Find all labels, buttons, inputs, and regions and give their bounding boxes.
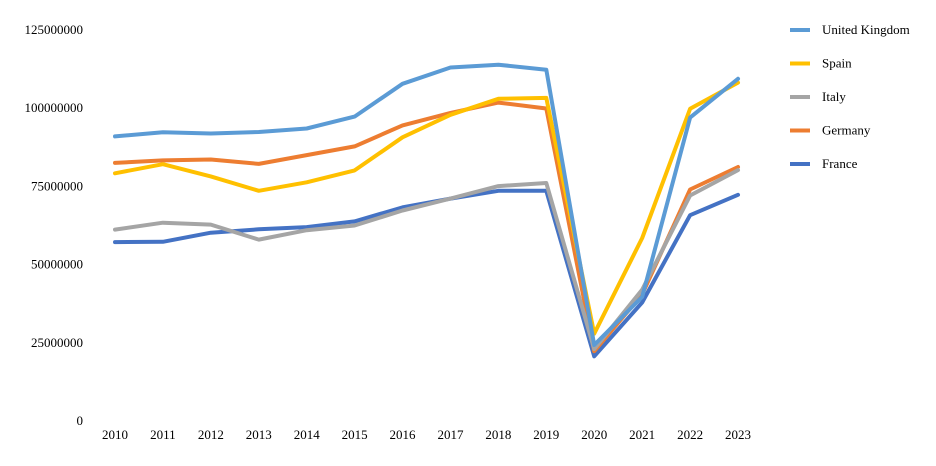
x-tick-label: 2023 [725,427,751,442]
x-axis: 2010 2011 2012 2013 2014 2015 2016 2017 2018 2019… [102,427,751,442]
series-line-france [113,188,740,359]
series-lines [113,62,740,359]
y-tick-label: 50000000 [31,257,83,272]
x-tick-label: 2011 [150,427,176,442]
legend-item-united-kingdom: United Kingdom [790,22,910,37]
series-line-united-kingdom [113,62,740,347]
x-tick-label: 2018 [485,427,511,442]
x-tick-label: 2020 [581,427,607,442]
y-axis: 0 25000000 50000000 75000000 100000000 125000… [25,22,84,428]
legend-item-italy: Italy [790,89,846,104]
y-tick-label: 100000000 [25,100,84,115]
x-tick-label: 2017 [437,427,464,442]
y-tick-label: 0 [77,413,84,428]
x-tick-label: 2010 [102,427,128,442]
x-tick-label: 2016 [390,427,417,442]
legend: United Kingdom Spain Italy Germany France [790,22,910,171]
series-line-spain [113,80,740,336]
legend-label: France [822,156,858,171]
legend-item-france: France [790,156,858,171]
x-tick-label: 2021 [629,427,655,442]
legend-label: United Kingdom [822,22,910,37]
x-tick-label: 2013 [246,427,272,442]
x-tick-label: 2019 [533,427,559,442]
y-tick-label: 75000000 [31,178,83,193]
series-line-italy [113,168,740,352]
x-tick-label: 2014 [294,427,321,442]
x-tick-label: 2022 [677,427,703,442]
legend-item-spain: Spain [790,56,852,71]
legend-label: Italy [822,89,846,104]
x-tick-label: 2015 [342,427,368,442]
y-tick-label: 125000000 [25,22,84,37]
y-tick-label: 25000000 [31,335,83,350]
legend-item-germany: Germany [790,123,871,138]
legend-label: Germany [822,123,871,138]
legend-label: Spain [822,56,852,71]
x-tick-label: 2012 [198,427,224,442]
